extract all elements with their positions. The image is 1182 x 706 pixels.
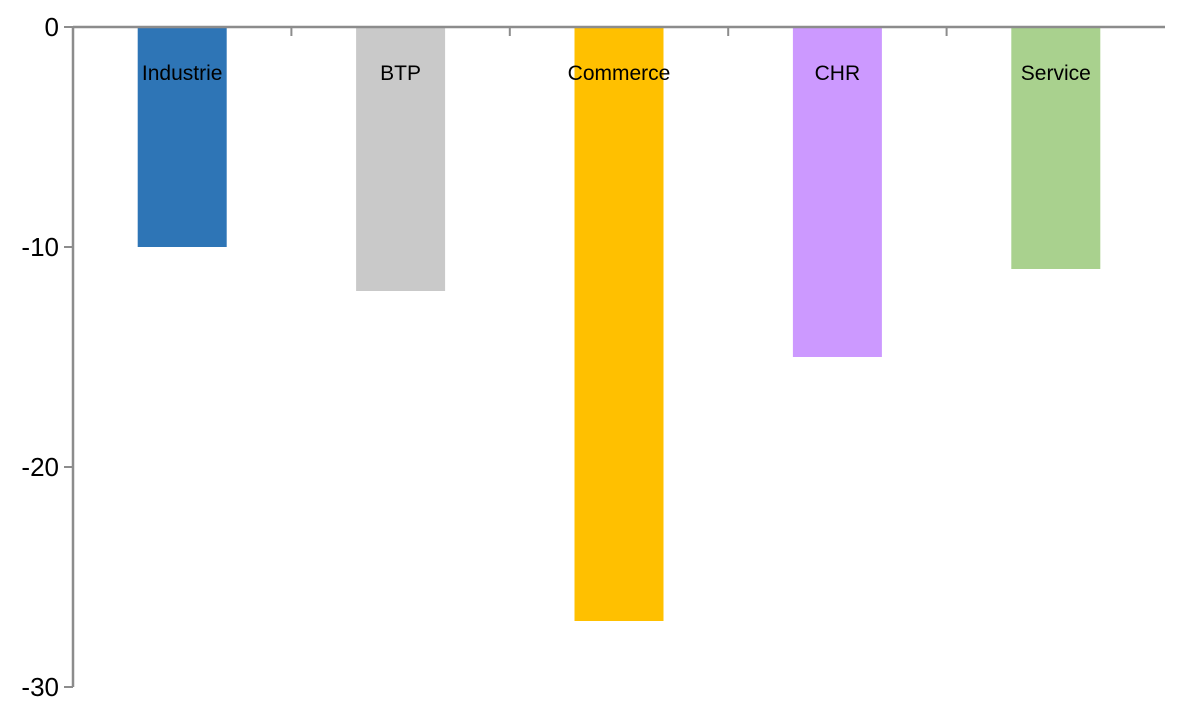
y-tick-label: 0 <box>45 12 59 42</box>
bar-industrie <box>137 27 227 247</box>
category-labels-layer: Industrie BTP Commerce CHR Service <box>142 62 1091 85</box>
bar-btp <box>356 27 446 291</box>
y-tick-label: -30 <box>21 672 59 702</box>
y-tick-label: -20 <box>21 452 59 482</box>
category-label-commerce: Commerce <box>568 62 671 85</box>
y-tick-label: -10 <box>21 232 59 262</box>
axis-layer <box>71 25 1165 687</box>
bar-service <box>1011 27 1101 269</box>
category-label-industrie: Industrie <box>142 62 223 85</box>
ticks-layer: 0 -10 -20 -30 <box>21 12 948 702</box>
bar-commerce <box>574 27 664 621</box>
bar-chr <box>792 27 882 357</box>
bars-layer <box>137 27 1101 621</box>
category-label-btp: BTP <box>380 62 421 85</box>
category-label-service: Service <box>1021 62 1091 85</box>
category-label-chr: CHR <box>815 62 861 85</box>
